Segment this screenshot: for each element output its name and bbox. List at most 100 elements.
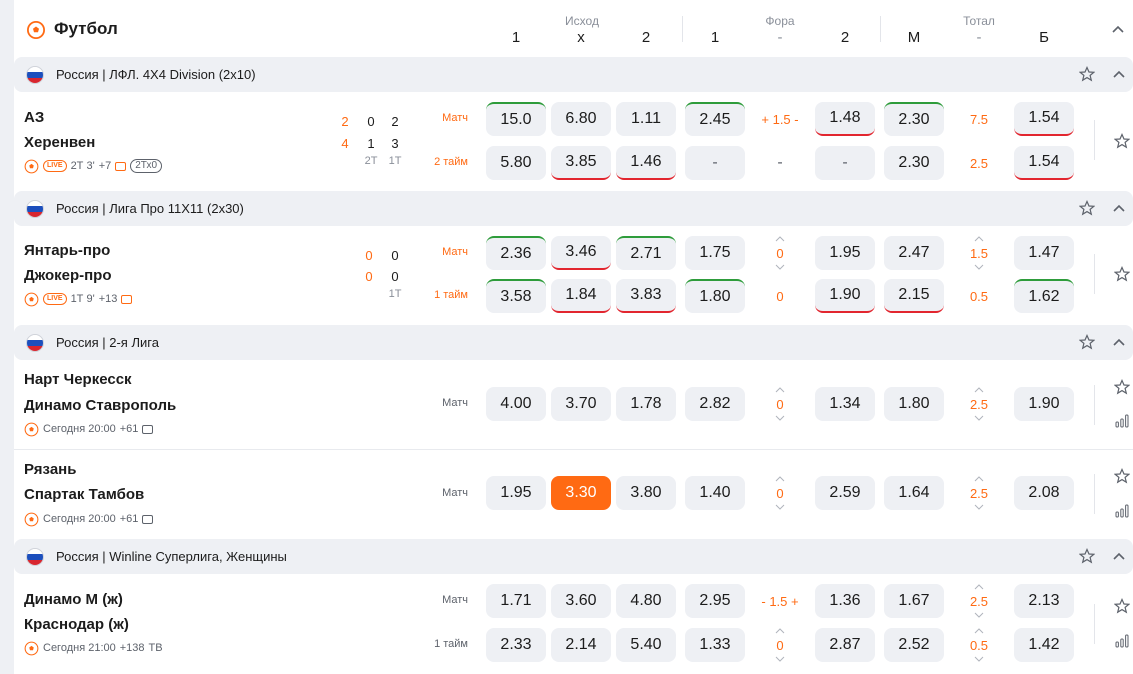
odd-button[interactable]: 2.36 [486, 236, 546, 270]
odd-button[interactable]: 1.71 [486, 584, 546, 618]
odd-button[interactable]: 1.11 [616, 102, 676, 136]
odd-button[interactable]: 3.80 [616, 476, 676, 510]
odd-button[interactable]: 3.60 [551, 584, 611, 618]
arrow-down-icon[interactable] [974, 504, 984, 510]
odd-button[interactable]: 1.42 [1014, 628, 1074, 662]
star-icon[interactable] [1114, 133, 1130, 149]
arrow-up-icon[interactable] [974, 628, 984, 634]
arrow-down-icon[interactable] [974, 415, 984, 421]
team2-name[interactable]: Краснодар (ж) [24, 616, 129, 633]
odd-button[interactable]: 2.13 [1014, 584, 1074, 618]
team1-name[interactable]: Нарт Черкесск [24, 371, 132, 388]
league-header[interactable]: Россия | ЛФЛ. 4Х4 Division (2x10) [14, 57, 1133, 92]
odd-button[interactable]: 1.47 [1014, 236, 1074, 270]
team2-name[interactable]: Джокер-про [24, 267, 112, 284]
team1-name[interactable]: Янтарь-про [24, 242, 111, 259]
star-icon[interactable] [1114, 598, 1130, 614]
odd-button[interactable]: 2.30 [884, 146, 944, 180]
arrow-up-icon[interactable] [974, 387, 984, 393]
league-header[interactable]: Россия | 2-я Лига [14, 325, 1133, 360]
odd-button[interactable]: 2.45 [685, 102, 745, 136]
odd-button[interactable]: 3.70 [551, 387, 611, 421]
star-icon[interactable] [1079, 548, 1095, 564]
odd-button[interactable]: 1.40 [685, 476, 745, 510]
odd-button[interactable]: 1.54 [1014, 146, 1074, 180]
odd-button[interactable]: 1.75 [685, 236, 745, 270]
odd-button[interactable]: 1.90 [815, 279, 875, 313]
odd-button[interactable]: 2.95 [685, 584, 745, 618]
tv-label[interactable]: ТВ [148, 642, 163, 654]
odd-button[interactable]: 1.95 [486, 476, 546, 510]
statistics-icon[interactable] [1115, 634, 1129, 648]
team1-name[interactable]: АЗ [24, 109, 45, 126]
odd-button[interactable]: 4.80 [616, 584, 676, 618]
arrow-up-icon[interactable] [775, 236, 785, 242]
arrow-up-icon[interactable] [974, 236, 984, 242]
odd-button[interactable]: 5.40 [616, 628, 676, 662]
team2-name[interactable]: Спартак Тамбов [24, 486, 145, 503]
odd-button[interactable]: 2.14 [551, 628, 611, 662]
star-icon[interactable] [1079, 334, 1095, 350]
chevron-up-icon[interactable] [1112, 336, 1126, 348]
odd-button[interactable]: 1.62 [1014, 279, 1074, 313]
statistics-icon[interactable] [1115, 414, 1129, 428]
odd-button[interactable]: 2.52 [884, 628, 944, 662]
tv-icon[interactable] [142, 514, 154, 524]
arrow-up-icon[interactable] [974, 584, 984, 590]
star-icon[interactable] [1079, 200, 1095, 216]
league-header[interactable]: Россия | Winline Суперлига, Женщины [14, 539, 1133, 574]
arrow-down-icon[interactable] [974, 612, 984, 618]
chevron-up-icon[interactable] [1112, 550, 1126, 562]
more-markets-count[interactable]: +61 [119, 423, 139, 435]
odd-button[interactable]: 1.34 [815, 387, 875, 421]
arrow-up-icon[interactable] [775, 628, 785, 634]
star-icon[interactable] [1079, 66, 1095, 82]
tv-icon[interactable] [121, 294, 133, 304]
odd-button[interactable]: 1.36 [815, 584, 875, 618]
more-markets-count[interactable]: +7 [98, 160, 112, 172]
odd-button[interactable]: 1.84 [551, 279, 611, 313]
odd-button[interactable]: 1.80 [884, 387, 944, 421]
star-icon[interactable] [1114, 468, 1130, 484]
arrow-down-icon[interactable] [775, 415, 785, 421]
odd-button[interactable]: 1.64 [884, 476, 944, 510]
odd-button[interactable]: 1.48 [815, 102, 875, 136]
arrow-down-icon[interactable] [974, 264, 984, 270]
league-header[interactable]: Россия | Лига Про 11Х11 (2x30) [14, 191, 1133, 226]
odd-button[interactable]: 2.47 [884, 236, 944, 270]
odd-button[interactable]: 2.33 [486, 628, 546, 662]
odd-button[interactable]: 2.08 [1014, 476, 1074, 510]
team2-name[interactable]: Херенвен [24, 134, 96, 151]
more-markets-count[interactable]: +13 [98, 293, 118, 305]
odd-button[interactable]: 3.46 [551, 236, 611, 270]
odd-button[interactable]: 2.30 [884, 102, 944, 136]
odd-button[interactable]: 1.95 [815, 236, 875, 270]
team1-name[interactable]: Динамо М (ж) [24, 591, 123, 608]
odd-button[interactable]: 1.80 [685, 279, 745, 313]
odd-button[interactable]: 2.59 [815, 476, 875, 510]
arrow-up-icon[interactable] [974, 476, 984, 482]
more-markets-count[interactable]: +138 [119, 642, 145, 654]
chevron-up-icon[interactable] [1112, 202, 1126, 214]
more-markets-count[interactable]: +61 [119, 513, 139, 525]
odd-button[interactable]: 1.90 [1014, 387, 1074, 421]
arrow-up-icon[interactable] [775, 387, 785, 393]
star-icon[interactable] [1114, 379, 1130, 395]
arrow-down-icon[interactable] [775, 504, 785, 510]
odd-button[interactable]: 2.82 [685, 387, 745, 421]
team1-name[interactable]: Рязань [24, 461, 77, 478]
odd-button[interactable]: 2.15 [884, 279, 944, 313]
team2-name[interactable]: Динамо Ставрополь [24, 397, 177, 414]
odd-button[interactable]: 3.83 [616, 279, 676, 313]
odd-button[interactable]: 1.67 [884, 584, 944, 618]
chevron-up-icon[interactable] [1112, 68, 1126, 80]
arrow-down-icon[interactable] [974, 656, 984, 662]
odd-button[interactable]: 3.85 [551, 146, 611, 180]
odd-button[interactable]: 6.80 [551, 102, 611, 136]
odd-button[interactable]: 2.87 [815, 628, 875, 662]
odd-button[interactable]: 5.80 [486, 146, 546, 180]
odd-button[interactable]: 15.0 [486, 102, 546, 136]
odd-button[interactable]: 2.71 [616, 236, 676, 270]
odd-button[interactable]: 1.46 [616, 146, 676, 180]
odd-button[interactable]: 1.78 [616, 387, 676, 421]
